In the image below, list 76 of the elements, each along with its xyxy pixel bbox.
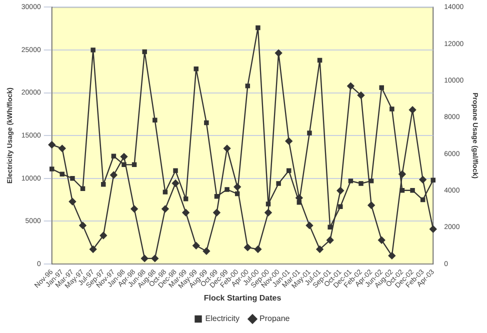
point: [68, 198, 76, 206]
point: [245, 84, 250, 88]
point: [317, 58, 322, 63]
point: [420, 197, 426, 202]
point: [378, 236, 386, 244]
point: [194, 66, 198, 72]
point: [390, 106, 394, 112]
point: [79, 222, 86, 230]
point: [326, 236, 334, 244]
point: [379, 85, 384, 90]
point: [50, 166, 54, 172]
point: [162, 205, 169, 213]
point: [172, 180, 180, 187]
legend-label: Electricity: [205, 314, 240, 324]
point: [80, 186, 86, 192]
point: [173, 168, 178, 174]
point: [254, 246, 262, 253]
point: [224, 187, 230, 192]
point: [338, 204, 343, 209]
point: [202, 248, 210, 255]
point: [192, 242, 200, 250]
point: [111, 154, 116, 158]
point: [368, 202, 375, 209]
point: [316, 246, 324, 253]
point: [204, 120, 209, 126]
point: [274, 49, 282, 57]
point: [130, 205, 138, 213]
point: [183, 196, 188, 202]
point: [266, 202, 271, 206]
point: [100, 232, 107, 240]
point: [48, 141, 56, 148]
point: [276, 181, 281, 186]
point: [60, 172, 65, 176]
point: [90, 48, 96, 52]
point: [132, 162, 137, 168]
point: [410, 188, 415, 193]
point: [286, 168, 292, 174]
point: [110, 171, 118, 179]
point: [328, 224, 332, 230]
point: [151, 254, 159, 262]
point: [214, 194, 220, 199]
point: [408, 106, 416, 114]
point: [213, 209, 220, 216]
point: [58, 144, 66, 152]
point: [296, 200, 302, 205]
point: [162, 190, 168, 194]
point: [264, 209, 272, 216]
point: [419, 176, 426, 184]
point: [120, 153, 128, 160]
legend-label: Propane: [259, 314, 290, 324]
point: [70, 176, 75, 181]
point: [285, 137, 292, 145]
point: [357, 92, 365, 99]
point: [142, 49, 147, 54]
point: [234, 191, 240, 196]
point: [307, 130, 312, 136]
point: [336, 186, 344, 194]
point: [141, 254, 148, 262]
point: [358, 181, 364, 186]
point: [256, 25, 260, 30]
point: [400, 188, 405, 193]
point: [182, 209, 190, 216]
point: [152, 118, 158, 123]
point: [306, 222, 314, 230]
point: [430, 178, 436, 182]
point: [223, 144, 231, 152]
point: [89, 246, 97, 253]
point: [430, 226, 437, 233]
point: [244, 244, 252, 252]
point: [122, 162, 126, 168]
point: [368, 178, 374, 184]
point: [101, 182, 106, 187]
point: [347, 82, 354, 90]
x-axis-title: Flock Starting Dates: [204, 293, 282, 302]
point: [348, 178, 354, 184]
point: [388, 252, 396, 260]
